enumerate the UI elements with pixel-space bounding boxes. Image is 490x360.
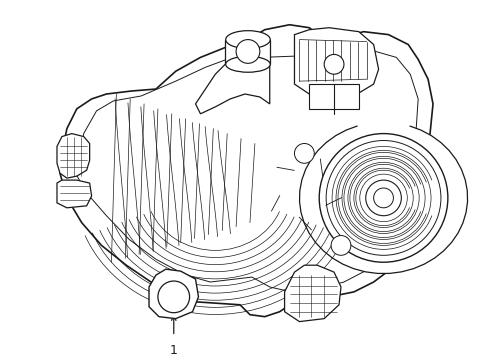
Polygon shape <box>285 265 341 321</box>
Polygon shape <box>57 180 92 208</box>
Circle shape <box>324 54 344 74</box>
Polygon shape <box>57 134 90 178</box>
Circle shape <box>294 144 314 163</box>
Circle shape <box>374 188 393 208</box>
Polygon shape <box>225 40 270 64</box>
Polygon shape <box>294 28 379 99</box>
Text: 1: 1 <box>170 345 178 357</box>
Circle shape <box>331 235 351 255</box>
Ellipse shape <box>226 57 270 72</box>
Circle shape <box>319 134 448 262</box>
Polygon shape <box>60 25 433 317</box>
Polygon shape <box>149 269 198 319</box>
Ellipse shape <box>226 31 270 49</box>
Polygon shape <box>299 126 467 273</box>
Circle shape <box>158 281 190 313</box>
Circle shape <box>326 140 441 255</box>
Circle shape <box>236 40 260 63</box>
Circle shape <box>366 180 401 216</box>
Polygon shape <box>309 84 359 109</box>
Polygon shape <box>196 64 270 114</box>
